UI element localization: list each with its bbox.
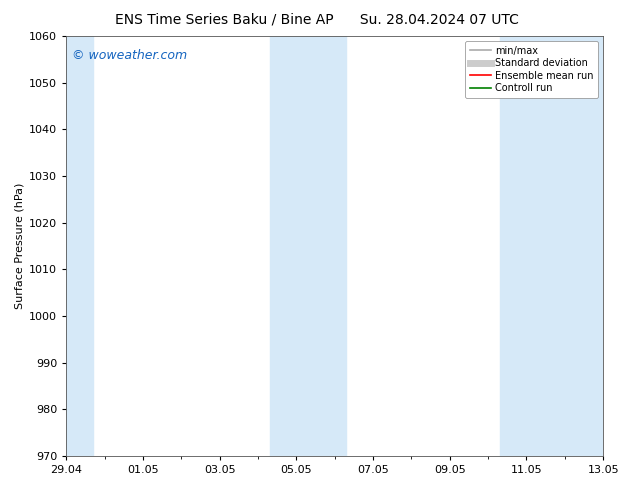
Bar xyxy=(500,36,605,456)
Bar xyxy=(269,36,346,456)
Text: © woweather.com: © woweather.com xyxy=(72,49,187,62)
Legend: min/max, Standard deviation, Ensemble mean run, Controll run: min/max, Standard deviation, Ensemble me… xyxy=(465,41,598,98)
Bar xyxy=(65,36,93,456)
Y-axis label: Surface Pressure (hPa): Surface Pressure (hPa) xyxy=(15,183,25,309)
Text: ENS Time Series Baku / Bine AP      Su. 28.04.2024 07 UTC: ENS Time Series Baku / Bine AP Su. 28.04… xyxy=(115,12,519,26)
